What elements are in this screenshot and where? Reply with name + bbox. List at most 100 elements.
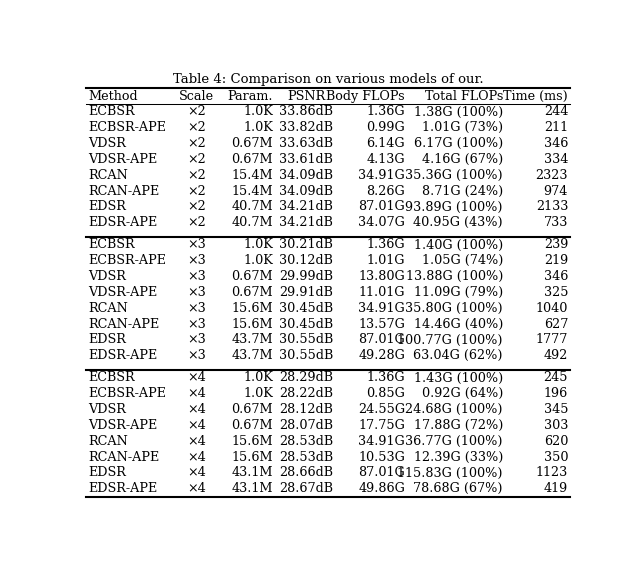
Text: PSNR: PSNR <box>287 89 325 103</box>
Text: 15.4M: 15.4M <box>231 169 273 182</box>
Text: EDSR-APE: EDSR-APE <box>88 482 157 495</box>
Text: 43.7M: 43.7M <box>231 350 273 362</box>
Text: 0.67M: 0.67M <box>231 419 273 432</box>
Text: 974: 974 <box>544 185 568 198</box>
Text: ×4: ×4 <box>187 419 205 432</box>
Text: 49.28G: 49.28G <box>358 350 405 362</box>
Text: ECBSR-APE: ECBSR-APE <box>88 387 166 400</box>
Text: EDSR: EDSR <box>88 333 126 346</box>
Text: 35.80G (100%): 35.80G (100%) <box>405 302 503 315</box>
Text: 30.55dB: 30.55dB <box>279 350 333 362</box>
Text: 28.22dB: 28.22dB <box>279 387 333 400</box>
Text: VDSR-APE: VDSR-APE <box>88 419 157 432</box>
Text: 1.01G: 1.01G <box>367 254 405 268</box>
Text: 28.07dB: 28.07dB <box>279 419 333 432</box>
Text: 43.1M: 43.1M <box>232 482 273 495</box>
Text: 33.82dB: 33.82dB <box>279 121 333 134</box>
Text: 0.67M: 0.67M <box>231 270 273 283</box>
Text: 345: 345 <box>543 403 568 416</box>
Text: 35.36G (100%): 35.36G (100%) <box>405 169 503 182</box>
Text: 0.67M: 0.67M <box>231 153 273 166</box>
Text: ×2: ×2 <box>187 106 205 119</box>
Text: ×4: ×4 <box>187 482 205 495</box>
Text: 1.0K: 1.0K <box>243 106 273 119</box>
Text: 627: 627 <box>544 318 568 330</box>
Text: 8.71G (24%): 8.71G (24%) <box>422 185 503 198</box>
Text: VDSR-APE: VDSR-APE <box>88 286 157 299</box>
Text: ×2: ×2 <box>187 169 205 182</box>
Text: RCAN: RCAN <box>88 302 128 315</box>
Text: 28.67dB: 28.67dB <box>279 482 333 495</box>
Text: ×2: ×2 <box>187 121 205 134</box>
Text: 211: 211 <box>544 121 568 134</box>
Text: EDSR: EDSR <box>88 201 126 214</box>
Text: 1.05G (74%): 1.05G (74%) <box>422 254 503 268</box>
Text: 1.0K: 1.0K <box>243 254 273 268</box>
Text: 33.61dB: 33.61dB <box>279 153 333 166</box>
Text: 33.63dB: 33.63dB <box>279 137 333 150</box>
Text: 4.16G (67%): 4.16G (67%) <box>422 153 503 166</box>
Text: 28.29dB: 28.29dB <box>279 371 333 384</box>
Text: ×2: ×2 <box>187 216 205 229</box>
Text: 1.0K: 1.0K <box>243 387 273 400</box>
Text: 1.0K: 1.0K <box>243 238 273 251</box>
Text: ECBSR: ECBSR <box>88 371 134 384</box>
Text: Method: Method <box>88 89 138 103</box>
Text: 325: 325 <box>543 286 568 299</box>
Text: 78.68G (67%): 78.68G (67%) <box>413 482 503 495</box>
Text: 115.83G (100%): 115.83G (100%) <box>397 466 503 479</box>
Text: 334: 334 <box>544 153 568 166</box>
Text: 15.4M: 15.4M <box>231 185 273 198</box>
Text: 17.75G: 17.75G <box>358 419 405 432</box>
Text: 29.91dB: 29.91dB <box>279 286 333 299</box>
Text: 30.21dB: 30.21dB <box>279 238 333 251</box>
Text: RCAN-APE: RCAN-APE <box>88 318 159 330</box>
Text: 17.88G (72%): 17.88G (72%) <box>413 419 503 432</box>
Text: ×2: ×2 <box>187 185 205 198</box>
Text: VDSR-APE: VDSR-APE <box>88 153 157 166</box>
Text: RCAN: RCAN <box>88 435 128 448</box>
Text: 30.45dB: 30.45dB <box>279 302 333 315</box>
Text: 219: 219 <box>544 254 568 268</box>
Text: 6.17G (100%): 6.17G (100%) <box>413 137 503 150</box>
Text: 34.09dB: 34.09dB <box>279 185 333 198</box>
Text: 24.55G: 24.55G <box>358 403 405 416</box>
Text: 43.1M: 43.1M <box>232 466 273 479</box>
Text: 49.86G: 49.86G <box>358 482 405 495</box>
Text: 24.68G (100%): 24.68G (100%) <box>405 403 503 416</box>
Text: 87.01G: 87.01G <box>358 466 405 479</box>
Text: 1.36G: 1.36G <box>367 238 405 251</box>
Text: 303: 303 <box>544 419 568 432</box>
Text: 30.12dB: 30.12dB <box>279 254 333 268</box>
Text: 93.89G (100%): 93.89G (100%) <box>405 201 503 214</box>
Text: ×4: ×4 <box>187 387 205 400</box>
Text: 346: 346 <box>544 270 568 283</box>
Text: 30.55dB: 30.55dB <box>279 333 333 346</box>
Text: 1.36G: 1.36G <box>367 106 405 119</box>
Text: 0.67M: 0.67M <box>231 286 273 299</box>
Text: 6.14G: 6.14G <box>367 137 405 150</box>
Text: ×3: ×3 <box>187 350 205 362</box>
Text: RCAN: RCAN <box>88 169 128 182</box>
Text: 4.13G: 4.13G <box>367 153 405 166</box>
Text: 0.67M: 0.67M <box>231 137 273 150</box>
Text: 63.04G (62%): 63.04G (62%) <box>413 350 503 362</box>
Text: ECBSR: ECBSR <box>88 238 134 251</box>
Text: Body FLOPs: Body FLOPs <box>326 89 405 103</box>
Text: ×2: ×2 <box>187 153 205 166</box>
Text: ×3: ×3 <box>187 270 205 283</box>
Text: Param.: Param. <box>227 89 273 103</box>
Text: ×3: ×3 <box>187 333 205 346</box>
Text: 28.53dB: 28.53dB <box>279 435 333 448</box>
Text: Total FLOPs: Total FLOPs <box>424 89 503 103</box>
Text: 8.26G: 8.26G <box>366 185 405 198</box>
Text: 245: 245 <box>543 371 568 384</box>
Text: 1040: 1040 <box>536 302 568 315</box>
Text: 30.45dB: 30.45dB <box>279 318 333 330</box>
Text: 34.21dB: 34.21dB <box>279 216 333 229</box>
Text: 40.7M: 40.7M <box>231 216 273 229</box>
Text: EDSR-APE: EDSR-APE <box>88 216 157 229</box>
Text: 12.39G (33%): 12.39G (33%) <box>413 451 503 464</box>
Text: 87.01G: 87.01G <box>358 201 405 214</box>
Text: 239: 239 <box>544 238 568 251</box>
